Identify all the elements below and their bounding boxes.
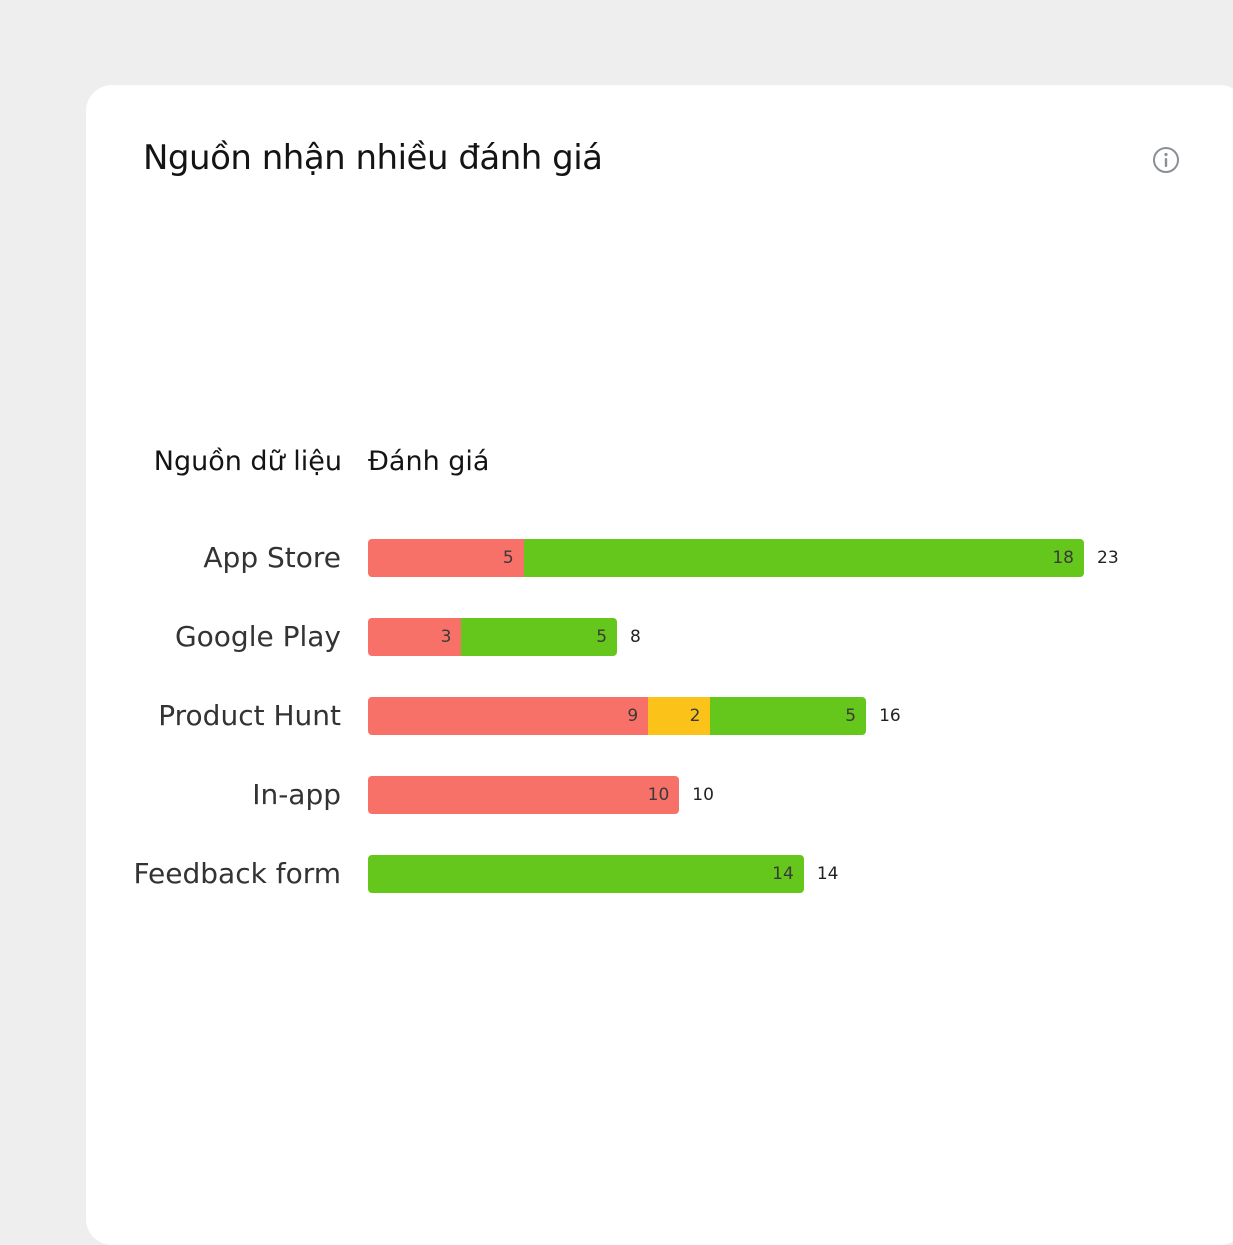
segment-value-label: 5 <box>845 706 857 726</box>
card-title: Nguồn nhận nhiều đánh giá <box>143 138 603 178</box>
segment-value-label: 9 <box>627 706 639 726</box>
bar-total-label: 10 <box>692 785 714 805</box>
bar-segment-positive[interactable]: 5 <box>461 618 618 656</box>
segment-value-label: 3 <box>440 627 452 647</box>
bar-total-label: 8 <box>630 627 641 647</box>
bar-total-label: 23 <box>1097 548 1119 568</box>
segment-value-label: 2 <box>689 706 701 726</box>
segment-value-label: 14 <box>772 864 794 884</box>
bar-segment-neutral[interactable]: 2 <box>648 697 711 735</box>
column-header-rating: Đánh giá <box>368 446 490 477</box>
category-label: Feedback form <box>133 857 341 890</box>
bar-total-label: 16 <box>879 706 901 726</box>
bar-total-label: 14 <box>816 864 839 884</box>
category-label: App Store <box>203 541 341 574</box>
category-label: In-app <box>252 778 341 811</box>
segment-value-label: 5 <box>596 627 608 647</box>
category-label: Google Play <box>174 620 341 653</box>
bar-segment-positive[interactable]: 5 <box>710 697 867 735</box>
bar-segment-negative[interactable]: 9 <box>368 697 649 735</box>
segment-value-label: 10 <box>647 785 670 805</box>
bar-segment-negative[interactable]: 5 <box>368 539 524 577</box>
bar-segment-negative[interactable]: 3 <box>368 618 462 656</box>
info-icon[interactable] <box>1151 145 1181 175</box>
segment-value-label: 5 <box>502 548 514 568</box>
category-label: Product Hunt <box>158 699 341 732</box>
bar-segment-positive[interactable]: 14 <box>368 855 804 893</box>
column-header-source: Nguồn dữ liệu <box>153 446 342 477</box>
bar-segment-positive[interactable]: 18 <box>523 539 1084 577</box>
segment-value-label: 18 <box>1052 548 1074 568</box>
bar-segment-negative[interactable]: 10 <box>368 776 680 814</box>
chart-card <box>86 85 1233 1245</box>
